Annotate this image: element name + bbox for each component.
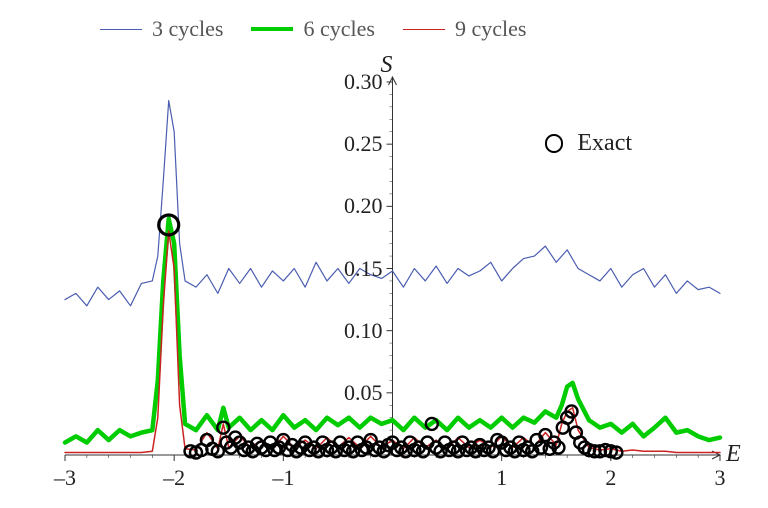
y-tick-label: 0.20 [344,193,383,219]
y-tick-label: 0.30 [344,69,383,95]
x-tick-label: 3 [715,465,726,491]
y-tick-label: 0.15 [344,256,383,282]
y-tick-label: 0.10 [344,318,383,344]
x-tick-label: 2 [605,465,616,491]
x-tick-label: –1 [272,465,294,491]
x-tick-label: –3 [54,465,76,491]
x-tick-label: 1 [496,465,507,491]
chart-plot [0,0,768,508]
y-tick-label: 0.25 [344,131,383,157]
y-tick-label: 0.05 [344,380,383,406]
x-tick-label: –2 [163,465,185,491]
